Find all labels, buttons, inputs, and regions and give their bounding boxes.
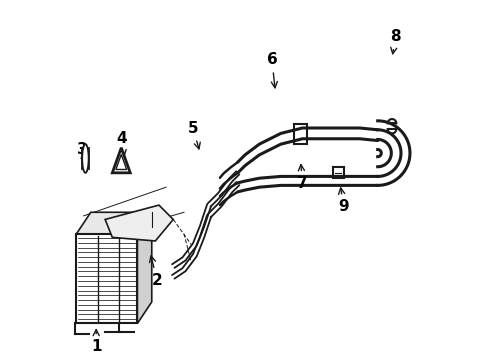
Polygon shape <box>116 154 126 170</box>
Text: 3: 3 <box>76 142 87 163</box>
Text: 6: 6 <box>267 52 277 88</box>
Text: 1: 1 <box>91 329 101 354</box>
Text: 7: 7 <box>297 165 308 191</box>
Text: 2: 2 <box>149 256 163 288</box>
Polygon shape <box>76 212 152 234</box>
Text: 8: 8 <box>391 29 401 54</box>
Polygon shape <box>105 205 173 241</box>
Polygon shape <box>137 212 152 323</box>
Text: 4: 4 <box>116 131 126 156</box>
Polygon shape <box>76 234 137 323</box>
Polygon shape <box>112 148 130 173</box>
Ellipse shape <box>82 144 89 173</box>
Text: 5: 5 <box>188 121 200 149</box>
Text: 9: 9 <box>338 188 349 215</box>
